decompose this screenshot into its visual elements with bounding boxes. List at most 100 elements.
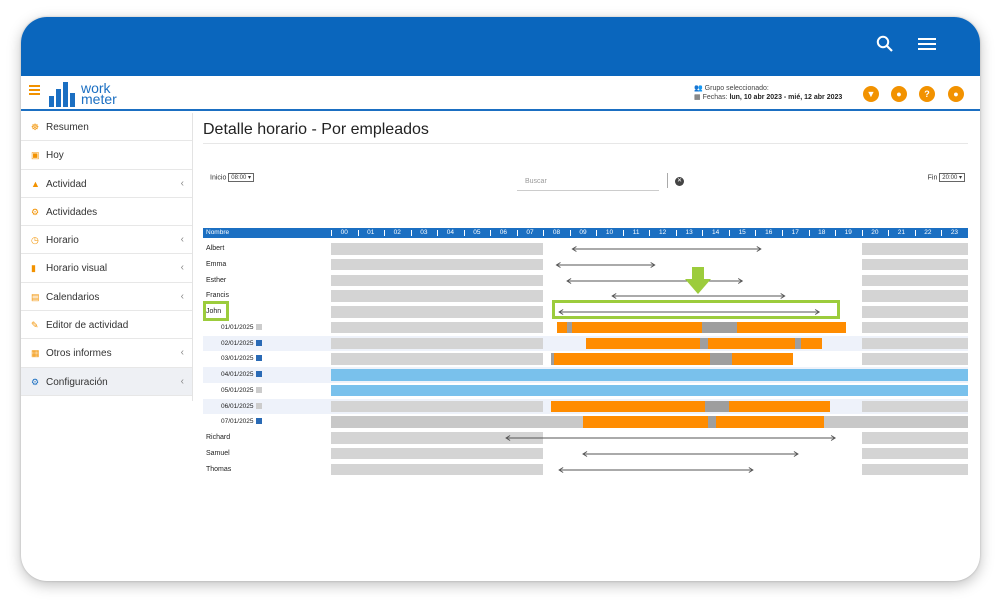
clear-search-icon[interactable]: ✕: [675, 177, 684, 186]
workmeter-logo[interactable]: work meter: [49, 81, 129, 107]
hour-column-header: 08: [543, 228, 570, 238]
hour-column-header: 03: [410, 228, 438, 238]
start-time-select[interactable]: 08:00 ▾: [228, 173, 254, 182]
user-button[interactable]: ●: [948, 86, 964, 102]
off-hours-bar: [861, 321, 968, 334]
menu-icon[interactable]: [917, 35, 937, 53]
day-label: 02/01/2025: [221, 336, 262, 352]
chevron-left-icon[interactable]: ‹: [180, 177, 184, 189]
employee-name[interactable]: Esther: [206, 276, 227, 284]
day-label: 05/01/2025: [221, 383, 262, 399]
activity-segment[interactable]: [551, 353, 793, 365]
chevron-left-icon[interactable]: ‹: [180, 234, 184, 246]
search-icon[interactable]: [876, 35, 894, 53]
chevron-left-icon[interactable]: ‹: [180, 290, 184, 302]
hour-column-header: 14: [702, 228, 729, 238]
employee-row[interactable]: Esther: [203, 273, 968, 289]
hour-column-header: 20: [861, 228, 889, 238]
help-button[interactable]: ?: [919, 86, 935, 102]
employee-name[interactable]: Francis: [206, 292, 229, 300]
sidebar: ☸ Resumen ▣ Hoy ▲ Actividad ‹ ⚙ Actividades ◷ Hora…: [21, 113, 193, 401]
calendar-today-icon: ▣: [31, 150, 40, 161]
sidebar-item-configuraci-n[interactable]: ⚙ Configuración ‹: [21, 367, 192, 396]
off-hours-bar: [331, 463, 544, 476]
off-hours-bar: [331, 432, 544, 444]
off-hours-bar: [331, 321, 544, 334]
hour-column-header: 05: [463, 228, 491, 238]
full-day-bar: [331, 369, 968, 381]
table-icon: ▦: [31, 348, 40, 359]
day-type-marker: [255, 386, 262, 393]
employee-name[interactable]: Albert: [206, 245, 225, 252]
sidebar-item-actividades[interactable]: ⚙ Actividades: [21, 198, 192, 227]
sidebar-item-otros-informes[interactable]: ▦ Otros informes ‹: [21, 339, 192, 368]
day-label: 01/01/2025: [221, 320, 262, 336]
employee-name[interactable]: Samuel: [206, 449, 230, 457]
off-hours-bar: [861, 400, 968, 413]
notifications-button[interactable]: ●: [891, 86, 907, 102]
pause-segment[interactable]: [707, 416, 716, 428]
hamburger-icon[interactable]: [29, 85, 40, 95]
chevron-left-icon[interactable]: ‹: [180, 347, 184, 359]
employee-row[interactable]: Francis: [203, 288, 968, 304]
range-end-arrowhead: [780, 293, 786, 300]
sidebar-item-horario[interactable]: ◷ Horario ‹: [21, 226, 192, 255]
pause-segment[interactable]: [551, 353, 554, 365]
hour-column-header: 07: [516, 228, 544, 238]
range-end-arrowhead: [814, 309, 821, 315]
employee-row[interactable]: John: [203, 304, 968, 320]
sidebar-item-editor-de-actividad[interactable]: ✎ Editor de actividad: [21, 311, 192, 340]
pause-segment[interactable]: [705, 400, 729, 413]
day-type-marker: [255, 418, 262, 425]
column-name-header: Nombre: [206, 229, 230, 236]
hour-column-header: 10: [596, 228, 623, 238]
employee-name[interactable]: John: [206, 308, 222, 315]
range-start-arrowhead: [505, 435, 511, 441]
employee-row[interactable]: Thomas: [203, 462, 968, 478]
employee-row[interactable]: Richard: [203, 430, 968, 446]
end-time-select[interactable]: 20:00 ▾: [939, 173, 965, 182]
logo-text-top: work: [81, 80, 111, 96]
employee-name[interactable]: Emma: [206, 260, 227, 268]
sidebar-item-calendarios[interactable]: ▤ Calendarios ‹: [21, 283, 192, 312]
activity-segment[interactable]: [551, 400, 830, 413]
off-hours-bar: [861, 353, 968, 365]
schedule-range: [558, 466, 754, 473]
off-hours-bar: [861, 432, 968, 444]
sidebar-item-label: Horario visual: [46, 263, 108, 275]
day-label: 06/01/2025: [221, 399, 262, 415]
employee-row[interactable]: Emma: [203, 257, 968, 273]
employee-name[interactable]: Richard: [206, 434, 231, 441]
day-type-marker: [255, 323, 262, 330]
hour-column-header: 02: [384, 228, 411, 238]
title-divider: [203, 143, 968, 144]
employee-name[interactable]: Thomas: [206, 465, 232, 473]
off-hours-bar: [331, 258, 544, 271]
pause-segment[interactable]: [710, 353, 732, 365]
start-label: Inicio: [210, 174, 227, 182]
gear-icon: ⚙: [31, 376, 40, 387]
chevron-left-icon[interactable]: ‹: [180, 375, 184, 387]
sidebar-item-actividad[interactable]: ▲ Actividad ‹: [21, 170, 192, 198]
sidebar-item-horario-visual[interactable]: ▮ Horario visual ‹: [21, 254, 192, 283]
search-input[interactable]: Buscar: [517, 171, 659, 191]
employee-row[interactable]: Samuel: [203, 446, 968, 462]
hour-column-header: 13: [675, 228, 703, 238]
filter-button[interactable]: ▼: [863, 86, 879, 102]
pause-segment[interactable]: [567, 321, 573, 334]
range-start-arrowhead: [571, 246, 577, 252]
employee-row[interactable]: Albert: [203, 241, 968, 257]
activity-segment[interactable]: [556, 321, 846, 334]
pause-segment[interactable]: [795, 337, 801, 350]
off-hours-bar: [861, 274, 968, 287]
activity-segment[interactable]: [583, 416, 825, 428]
sidebar-item-resumen[interactable]: ☸ Resumen: [21, 113, 192, 142]
hour-column-header: 09: [569, 228, 597, 238]
pause-segment[interactable]: [699, 337, 708, 350]
range-start-arrowhead: [558, 466, 564, 473]
pause-segment[interactable]: [702, 321, 737, 334]
chevron-left-icon[interactable]: ‹: [180, 262, 184, 274]
dates-label: Fechas:: [702, 94, 728, 101]
sidebar-item-hoy[interactable]: ▣ Hoy: [21, 141, 192, 170]
dashboard-icon: ☸: [31, 122, 40, 132]
